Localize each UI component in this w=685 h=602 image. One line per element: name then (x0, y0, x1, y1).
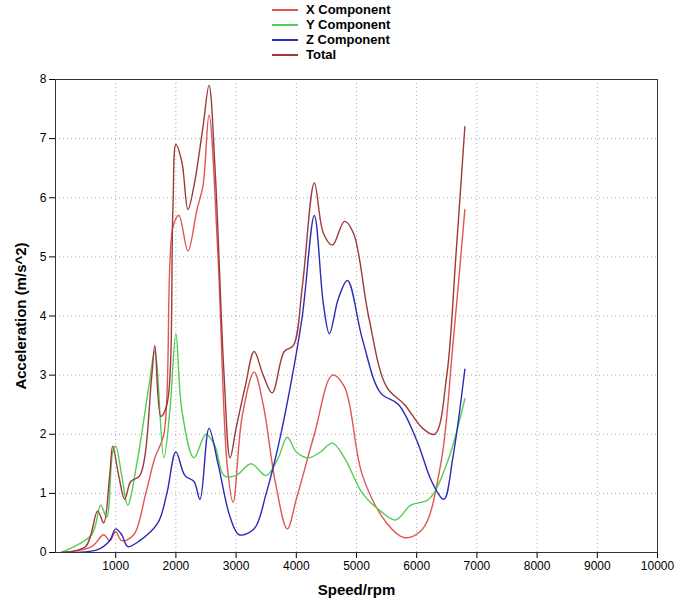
svg-text:1: 1 (40, 486, 47, 500)
html-text:X Component: X Component (306, 2, 391, 17)
svg-text:3000: 3000 (223, 559, 250, 573)
svg-text:5000: 5000 (343, 559, 370, 573)
svg-text:2000: 2000 (163, 559, 190, 573)
svg-text:0: 0 (40, 545, 47, 559)
svg-text:4000: 4000 (283, 559, 310, 573)
svg-text:9000: 9000 (584, 559, 611, 573)
svg-text:Speed/rpm: Speed/rpm (318, 581, 396, 598)
svg-text:8: 8 (40, 72, 47, 86)
html-text:Y Component: Y Component (306, 17, 391, 32)
svg-text:7000: 7000 (464, 559, 491, 573)
html-text:Total: Total (306, 47, 337, 62)
svg-text:7: 7 (40, 131, 47, 145)
svg-text:2: 2 (40, 427, 47, 441)
svg-text:Acceleration (m/s^2): Acceleration (m/s^2) (12, 242, 29, 389)
html-text:Z Component: Z Component (306, 32, 390, 47)
svg-text:4: 4 (40, 309, 47, 323)
svg-text:10000: 10000 (641, 559, 675, 573)
svg-text:1000: 1000 (102, 559, 129, 573)
svg-text:6: 6 (40, 191, 47, 205)
svg-text:8000: 8000 (524, 559, 551, 573)
svg-text:6000: 6000 (403, 559, 430, 573)
svg-text:3: 3 (40, 368, 47, 382)
svg-text:5: 5 (40, 250, 47, 264)
